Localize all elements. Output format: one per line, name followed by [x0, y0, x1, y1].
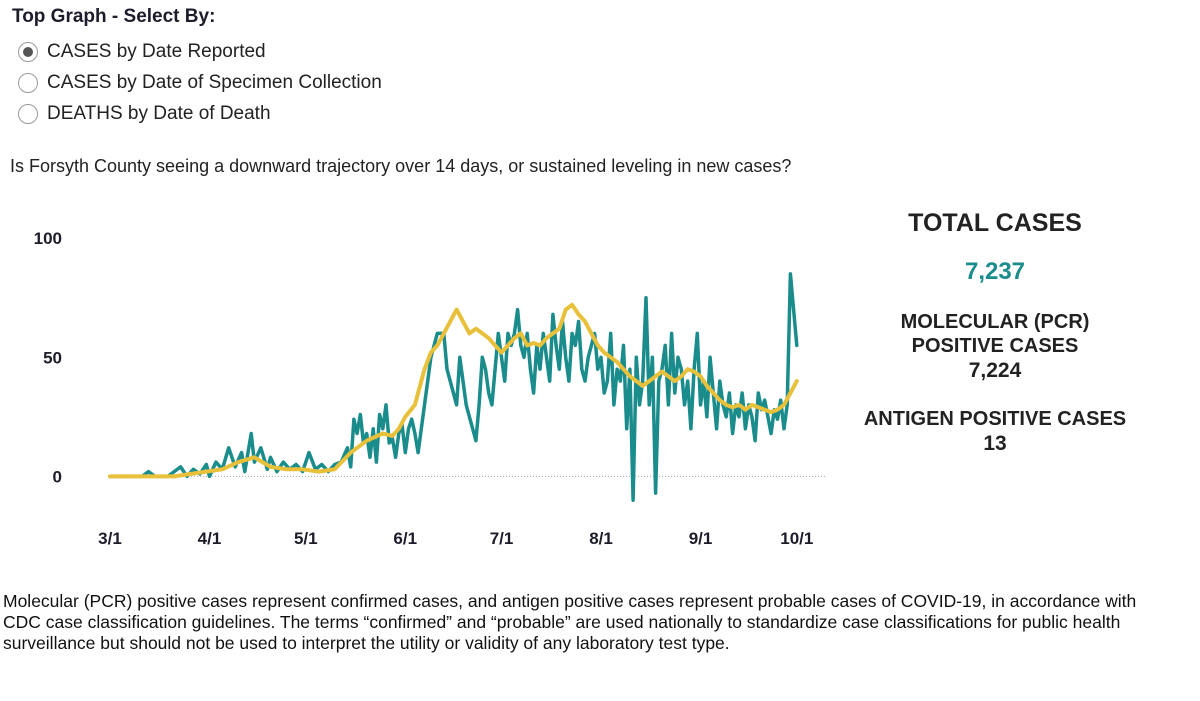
option-label: DEATHS by Date of Death: [47, 102, 271, 124]
footnote-text: Molecular (PCR) positive cases represent…: [3, 591, 1137, 653]
cases-line-chart: 0 50 100 3/1 4/1 5/1 6/1 7/1 8/1 9/1 10/1: [34, 229, 825, 548]
daily-cases-line: [108, 272, 799, 502]
average-cases-line: [108, 302, 799, 479]
molecular-label-line1: MOLECULAR (PCR): [900, 311, 1090, 333]
y-tick-label: 100: [34, 229, 62, 248]
y-tick-label: 50: [43, 348, 62, 367]
option-label: CASES by Date Reported: [47, 40, 266, 62]
case-stats-panel: TOTAL CASES 7,237 MOLECULAR (PCR) POSITI…: [830, 205, 1160, 457]
radio-button[interactable]: [18, 72, 38, 93]
option-label: CASES by Date of Specimen Collection: [47, 71, 382, 93]
option-deaths-date-of-death[interactable]: DEATHS by Date of Death: [18, 98, 382, 129]
x-tick-label: 7/1: [490, 529, 514, 548]
antigen-label: ANTIGEN POSITIVE CASES: [863, 408, 1127, 430]
x-tick-label: 6/1: [393, 529, 417, 548]
page-title: Top Graph - Select By:: [12, 6, 216, 27]
x-tick-label: 8/1: [589, 529, 613, 548]
radio-dot-icon: [23, 46, 33, 57]
x-tick-label: 3/1: [98, 529, 122, 548]
radio-button[interactable]: [18, 103, 38, 124]
chart-question: Is Forsyth County seeing a downward traj…: [10, 156, 792, 176]
option-cases-specimen-collection[interactable]: CASES by Date of Specimen Collection: [18, 67, 382, 98]
total-cases-label: TOTAL CASES: [908, 209, 1082, 237]
total-cases-value: 7,237: [964, 258, 1026, 285]
molecular-label-line2: POSITIVE CASES: [911, 335, 1079, 357]
option-cases-date-reported[interactable]: CASES by Date Reported: [18, 36, 382, 67]
x-tick-label: 10/1: [780, 529, 813, 548]
graph-select-radio-group: CASES by Date Reported CASES by Date of …: [18, 36, 382, 129]
x-tick-label: 5/1: [294, 529, 318, 548]
x-tick-label: 9/1: [689, 529, 713, 548]
y-tick-label: 0: [53, 467, 62, 486]
molecular-value: 7,224: [968, 359, 1022, 382]
x-tick-label: 4/1: [198, 529, 222, 548]
radio-button[interactable]: [18, 41, 38, 62]
antigen-value: 13: [983, 432, 1007, 455]
